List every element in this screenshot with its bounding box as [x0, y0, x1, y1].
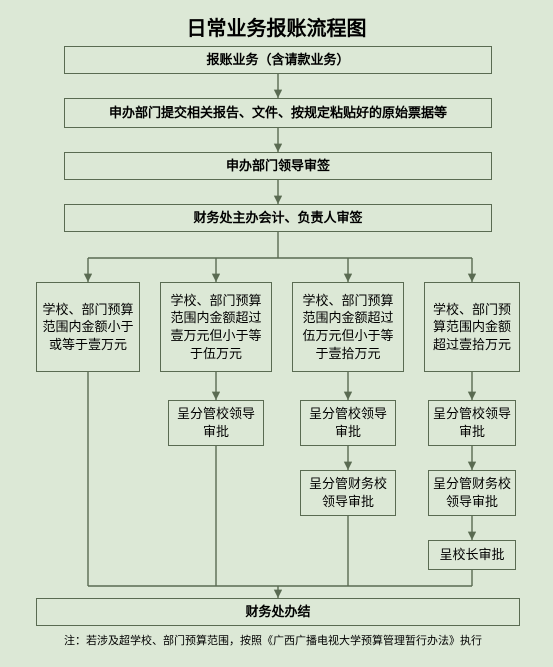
node-cond-4: 学校、部门预算范围内金额超过壹拾万元 — [424, 282, 520, 372]
node-approve-4a: 呈分管校领导审批 — [428, 400, 516, 446]
node-submit: 申办部门提交相关报告、文件、按规定粘贴好的原始票据等 — [64, 98, 492, 128]
node-approve-2: 呈分管校领导审批 — [168, 400, 264, 446]
node-cond-1: 学校、部门预算范围内金额小于或等于壹万元 — [36, 282, 140, 372]
node-approve-3b: 呈分管财务校领导审批 — [300, 470, 396, 516]
node-approve-4b: 呈分管财务校领导审批 — [428, 470, 516, 516]
node-approve-4c: 呈校长审批 — [428, 540, 516, 570]
page-title: 日常业务报账流程图 — [0, 0, 553, 41]
footnote: 注：若涉及超学校、部门预算范围，按照《广西广播电视大学预算管理暂行办法》执行 — [64, 632, 482, 648]
node-cond-3: 学校、部门预算范围内金额超过伍万元但小于等于壹拾万元 — [292, 282, 404, 372]
node-approve-3a: 呈分管校领导审批 — [300, 400, 396, 446]
node-finance-approve: 财务处主办会计、负责人审签 — [64, 204, 492, 232]
node-cond-2: 学校、部门预算范围内金额超过壹万元但小于等于伍万元 — [160, 282, 272, 372]
node-business: 报账业务（含请款业务） — [64, 46, 492, 74]
node-dept-approve: 申办部门领导审签 — [64, 152, 492, 180]
node-end: 财务处办结 — [36, 598, 520, 626]
